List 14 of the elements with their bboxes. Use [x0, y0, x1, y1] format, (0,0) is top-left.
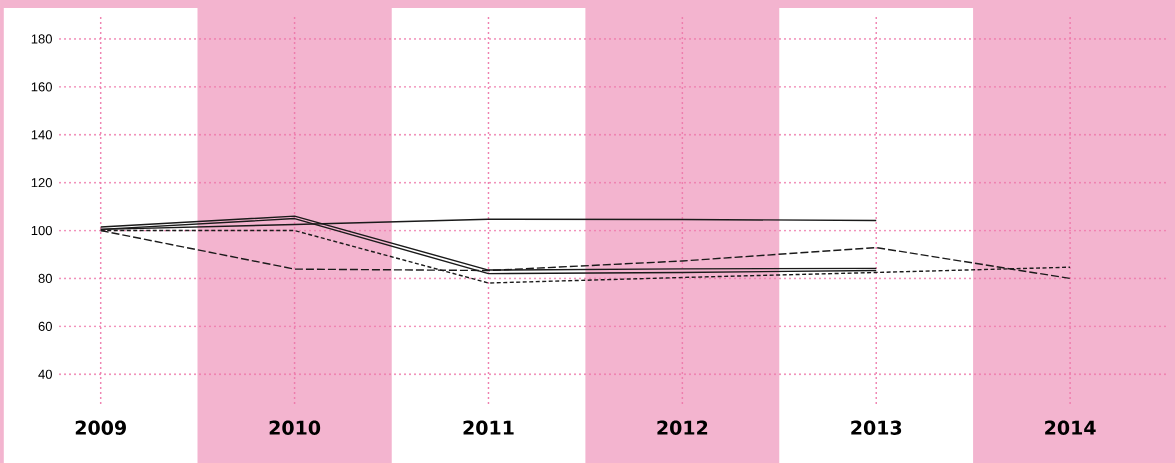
- x-tick-label: 2010: [269, 420, 321, 435]
- y-tick-label: 40: [38, 369, 52, 379]
- y-tick-label: 120: [31, 178, 52, 188]
- y-tick-label: 60: [38, 321, 52, 331]
- x-tick-label: 2011: [463, 420, 514, 435]
- y-tick-label: 140: [31, 130, 52, 140]
- x-tick-label: 2012: [657, 420, 708, 435]
- x-tick-label: 2009: [75, 420, 126, 435]
- y-tick-label: 180: [31, 34, 52, 44]
- y-tick-label: 80: [38, 273, 52, 284]
- y-tick-label: 160: [31, 82, 52, 92]
- x-tick-label: 2014: [1045, 420, 1096, 435]
- x-tick-label: 2013: [851, 420, 902, 435]
- y-tick-label: 100: [31, 225, 52, 236]
